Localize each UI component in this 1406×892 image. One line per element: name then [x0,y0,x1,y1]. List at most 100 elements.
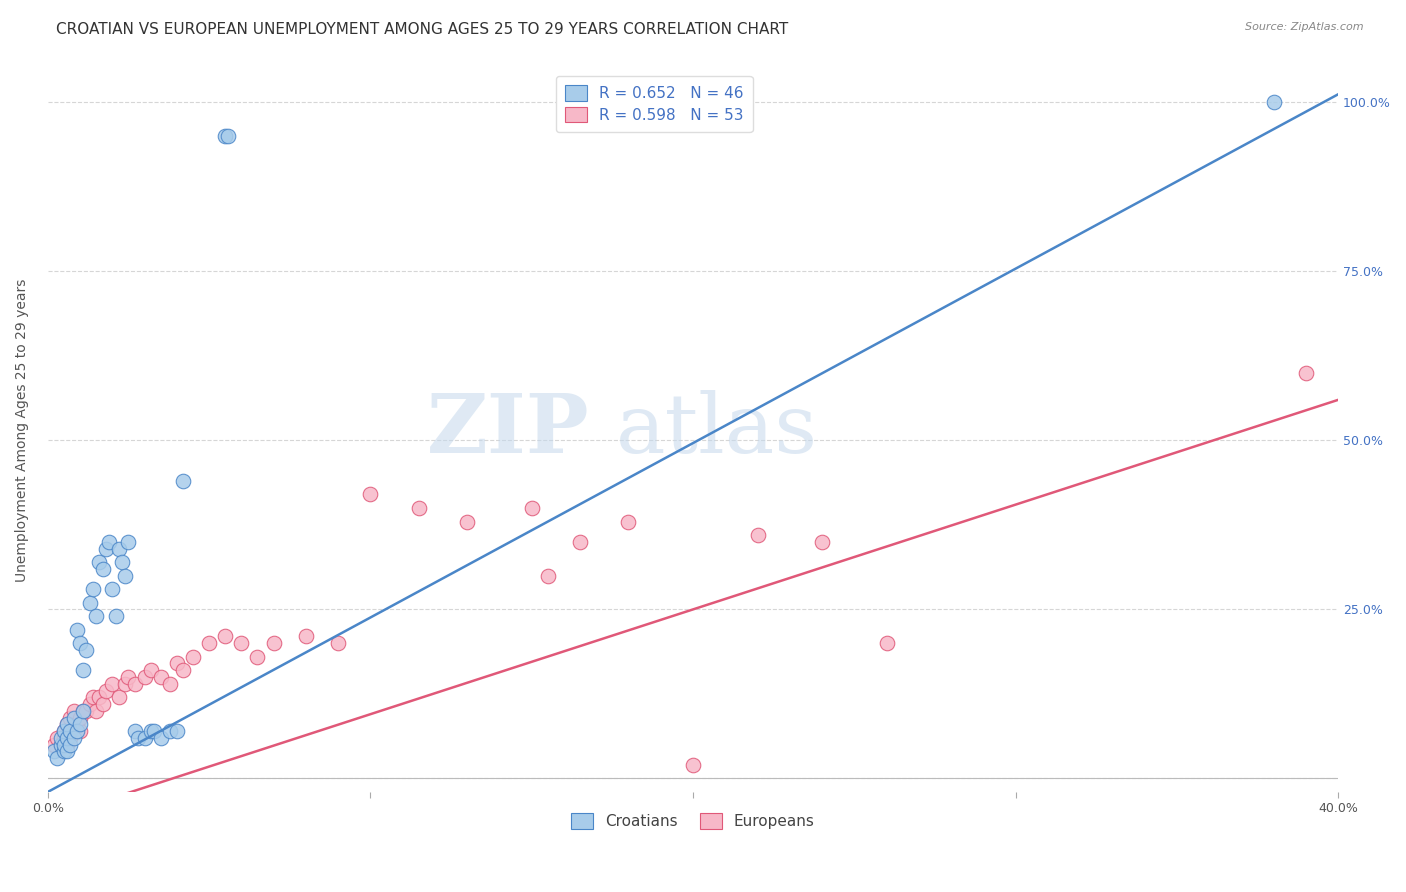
Point [59,710,82,724]
Point [231,636,253,650]
Point [52,738,75,752]
Point [69,636,91,650]
Point [214,129,236,144]
Point [49,731,72,745]
Point [127,731,149,745]
Point [139,663,162,677]
Point [263,636,285,650]
Y-axis label: Unemployment Among Ages 25 to 29 years: Unemployment Among Ages 25 to 29 years [15,278,30,582]
Point [326,636,349,650]
Point [246,649,269,664]
Point [537,568,560,582]
Point [75,704,97,718]
Point [62,710,84,724]
Point [52,724,75,739]
Point [159,677,181,691]
Point [62,731,84,745]
Point [56,738,79,752]
Point [617,515,640,529]
Point [46,751,69,765]
Point [166,724,188,739]
Point [166,657,188,671]
Point [117,670,139,684]
Point [124,724,146,739]
Point [72,704,94,718]
Point [811,534,834,549]
Point [56,717,79,731]
Point [143,724,166,739]
Point [181,649,204,664]
Point [79,596,101,610]
Point [214,630,236,644]
Point [124,677,146,691]
Point [56,717,79,731]
Text: CROATIAN VS EUROPEAN UNEMPLOYMENT AMONG AGES 25 TO 29 YEARS CORRELATION CHART: CROATIAN VS EUROPEAN UNEMPLOYMENT AMONG … [56,22,789,37]
Point [111,555,134,569]
Point [114,568,136,582]
Point [1263,95,1285,110]
Point [114,677,136,691]
Text: Source: ZipAtlas.com: Source: ZipAtlas.com [1246,22,1364,32]
Point [49,738,72,752]
Point [49,738,72,752]
Point [66,623,89,637]
Text: atlas: atlas [616,390,818,470]
Point [84,704,107,718]
Point [520,500,543,515]
Point [56,744,79,758]
Point [59,724,82,739]
Point [89,555,111,569]
Point [59,731,82,745]
Text: ZIP: ZIP [427,390,589,470]
Point [747,528,769,542]
Point [876,636,898,650]
Point [69,717,91,731]
Point [295,630,318,644]
Point [456,515,478,529]
Point [117,534,139,549]
Point [172,474,194,488]
Point [44,744,66,758]
Point [107,541,129,556]
Point [69,724,91,739]
Point [44,738,66,752]
Point [94,683,117,698]
Point [62,724,84,739]
Point [359,487,381,501]
Point [72,663,94,677]
Point [107,690,129,705]
Point [139,724,162,739]
Point [66,717,89,731]
Point [682,758,704,772]
Point [79,697,101,711]
Point [101,677,124,691]
Point [134,731,156,745]
Point [98,534,121,549]
Point [84,609,107,624]
Point [75,643,97,657]
Point [172,663,194,677]
Point [89,690,111,705]
Point [94,541,117,556]
Point [46,731,69,745]
Point [217,129,239,144]
Point [104,609,127,624]
Point [52,744,75,758]
Point [52,724,75,739]
Point [62,704,84,718]
Point [91,697,114,711]
Legend: Croatians, Europeans: Croatians, Europeans [565,806,821,835]
Point [72,704,94,718]
Point [159,724,181,739]
Point [66,724,89,739]
Point [56,731,79,745]
Point [149,670,172,684]
Point [69,710,91,724]
Point [52,731,75,745]
Point [134,670,156,684]
Point [59,738,82,752]
Point [408,500,430,515]
Point [198,636,221,650]
Point [101,582,124,596]
Point [82,690,104,705]
